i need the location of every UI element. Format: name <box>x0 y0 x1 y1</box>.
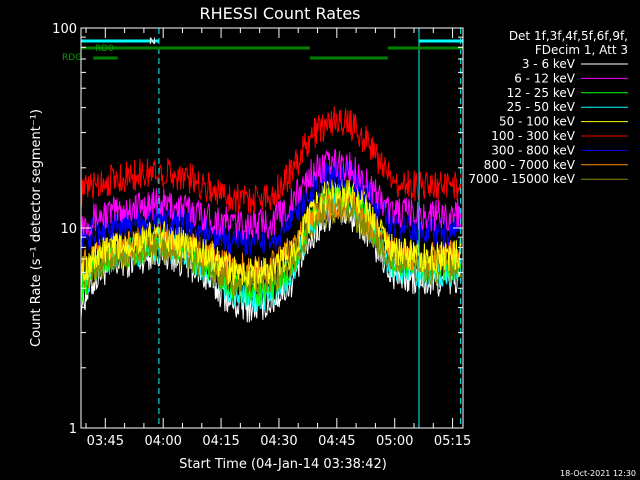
legend-entry-label: 3 - 6 keV <box>522 57 576 71</box>
y-tick-label: 10 <box>60 222 77 237</box>
legend-entry-label: 800 - 7000 keV <box>484 158 576 172</box>
x-tick-label: 05:15 <box>434 434 471 449</box>
legend-entry-label: 7000 - 15000 keV <box>468 172 575 186</box>
legend-entry-label: 300 - 800 keV <box>491 143 575 157</box>
legend-entry-label: 6 - 12 keV <box>514 71 576 85</box>
legend-entry-label: 25 - 50 keV <box>507 100 576 114</box>
y-tick-label: 1 <box>69 422 77 437</box>
flag-bars: N RD0 RDG <box>62 37 463 63</box>
x-tick-label: 03:45 <box>87 434 124 449</box>
x-tick-label: 04:15 <box>202 434 239 449</box>
legend-header-line-2: FDecim 1, Att 3 <box>535 43 628 57</box>
series-line <box>80 148 462 240</box>
series-line <box>80 161 462 257</box>
flag-label: RDG <box>62 53 82 63</box>
x-tick-label: 04:30 <box>260 434 297 449</box>
x-tick-label: 05:00 <box>376 434 413 449</box>
x-tick-label: 04:00 <box>144 434 181 449</box>
y-tick-label: 100 <box>52 22 77 37</box>
legend-entry-label: 50 - 100 keV <box>499 115 576 129</box>
chart-title: RHESSI Count Rates <box>200 4 361 23</box>
plot-frame: 1 10 100 03:45 04:00 04:15 04:30 04:45 05:00 05:1… <box>52 22 471 449</box>
legend-entry-label: 100 - 300 keV <box>491 129 575 143</box>
x-axis-label: Start Time (04-Jan-14 03:38:42) <box>179 457 387 472</box>
flag-label: RD0 <box>95 44 114 54</box>
legend-entry-label: 12 - 25 keV <box>507 86 576 100</box>
series-lines <box>80 106 462 323</box>
legend-header-line-1: Det 1f,3f,4f,5f,6f,9f, <box>509 29 628 43</box>
x-tick-label: 04:45 <box>318 434 355 449</box>
flag-label: N <box>149 37 156 47</box>
y-axis-label: Count Rate (s⁻¹ detector segment⁻¹) <box>29 109 44 347</box>
footer-timestamp: 18-Oct-2021 12:30 <box>560 469 636 478</box>
series-line <box>80 106 462 214</box>
series-line <box>80 176 462 290</box>
